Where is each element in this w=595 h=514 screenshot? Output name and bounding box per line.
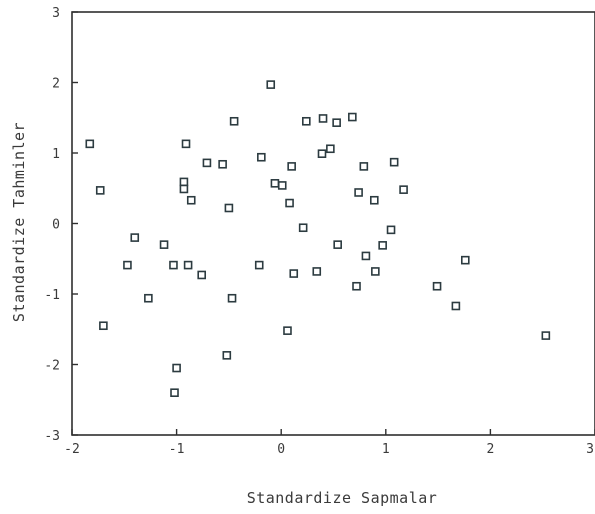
data-point — [227, 293, 237, 303]
data-point — [386, 225, 396, 235]
data-point — [298, 223, 308, 233]
x-tick-label: -1 — [169, 442, 185, 457]
y-tick-label: 1 — [52, 147, 60, 162]
x-tick-label: 0 — [277, 442, 285, 457]
data-points — [85, 80, 551, 398]
data-point — [144, 293, 153, 303]
data-point — [312, 267, 322, 276]
y-tick-label: 2 — [52, 77, 60, 92]
data-point — [183, 260, 193, 270]
data-point — [95, 186, 105, 195]
x-tick-label: 3 — [586, 442, 594, 457]
data-point — [172, 363, 181, 373]
data-point — [270, 179, 280, 188]
axis-tick-labels: -2 -1 0 1 2 3 -3 -2 -1 0 1 2 3 — [44, 6, 594, 457]
data-point — [359, 162, 369, 171]
y-tick-label: 0 — [52, 218, 60, 233]
y-tick-label: -3 — [44, 429, 60, 444]
data-point — [202, 158, 212, 168]
data-point — [541, 331, 551, 340]
data-point — [389, 157, 399, 167]
data-point — [159, 240, 169, 249]
data-point — [222, 351, 232, 360]
axis-ticks — [71, 11, 595, 436]
data-point — [224, 203, 234, 213]
data-point — [378, 241, 387, 250]
data-point — [287, 162, 296, 171]
y-axis-title: Standardize Tahminler — [10, 122, 28, 322]
data-point — [333, 240, 342, 249]
data-point — [318, 114, 328, 123]
data-point — [348, 112, 357, 122]
data-point — [229, 116, 239, 126]
data-point — [99, 321, 108, 331]
data-point — [266, 80, 276, 89]
data-point — [289, 269, 299, 278]
data-point — [460, 255, 470, 265]
data-point — [170, 388, 179, 398]
data-point — [218, 159, 227, 169]
y-tick-label: -2 — [44, 359, 60, 374]
data-point — [352, 281, 361, 291]
data-point — [277, 181, 287, 190]
data-point — [371, 267, 380, 276]
y-tick-label: -1 — [44, 288, 60, 303]
data-point — [130, 233, 140, 242]
data-point — [332, 118, 341, 127]
x-tick-label: -2 — [64, 442, 80, 457]
data-point — [179, 184, 189, 194]
data-point — [354, 188, 363, 197]
data-point — [317, 149, 327, 159]
data-point — [369, 195, 379, 205]
data-point — [186, 195, 196, 205]
plot-frame — [71, 11, 595, 436]
data-point — [302, 116, 311, 126]
x-axis-title: Standardize Sapmalar — [247, 489, 438, 507]
data-point — [399, 185, 408, 194]
x-tick-label: 2 — [486, 442, 494, 457]
data-point — [326, 144, 335, 154]
data-point — [283, 326, 292, 335]
data-point — [451, 301, 461, 311]
data-point — [361, 251, 371, 261]
y-tick-label: 3 — [52, 6, 60, 21]
data-point — [181, 139, 191, 149]
data-point — [169, 260, 178, 270]
x-tick-label: 1 — [382, 442, 390, 457]
data-point — [257, 152, 266, 162]
data-point — [197, 270, 207, 280]
data-point — [85, 139, 95, 149]
data-point — [432, 281, 442, 291]
data-point — [285, 198, 294, 208]
data-point — [254, 260, 264, 270]
data-point — [123, 260, 132, 270]
data-point — [179, 177, 189, 187]
